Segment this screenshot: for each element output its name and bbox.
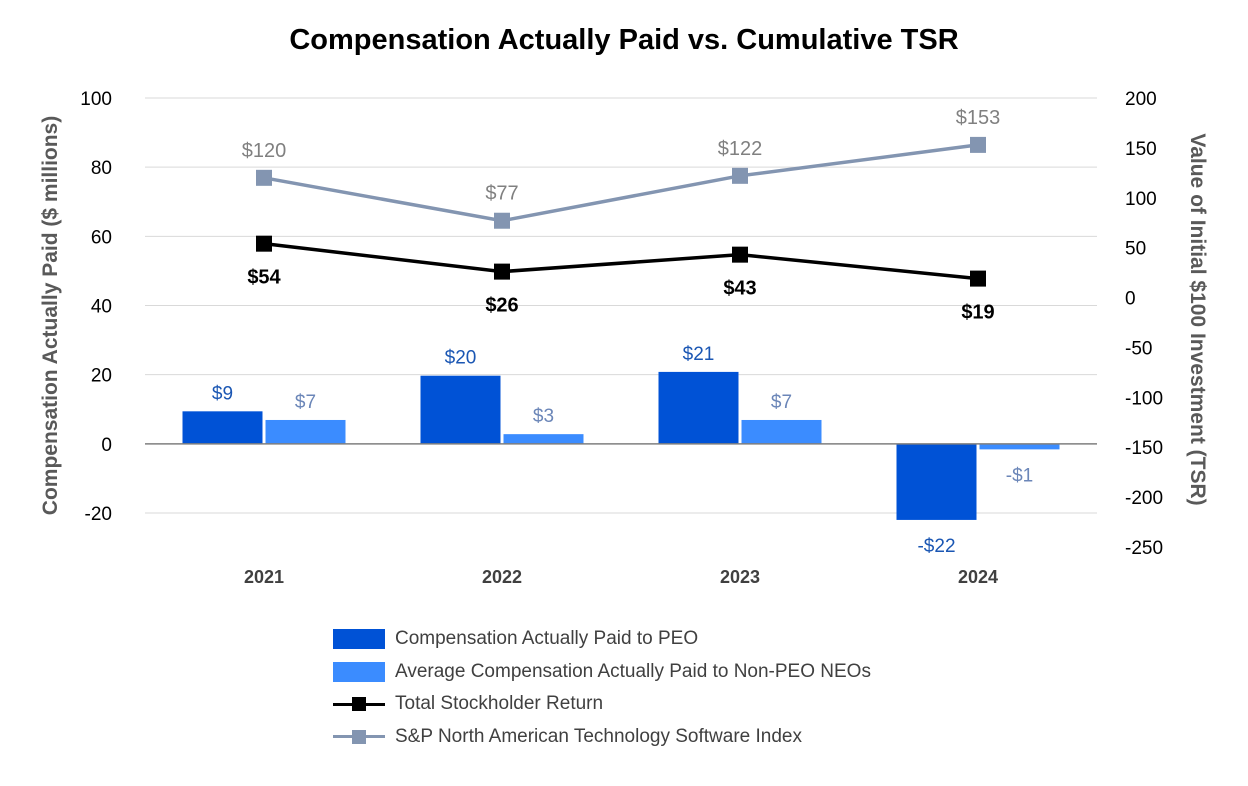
series-marker bbox=[494, 212, 510, 229]
y-tick-label: 40 bbox=[91, 297, 112, 318]
legend-item: Average Compensation Actually Paid to No… bbox=[333, 656, 871, 689]
bar bbox=[896, 443, 977, 520]
bar-data-label: -$1 bbox=[1006, 465, 1033, 486]
legend-label: Average Compensation Actually Paid to No… bbox=[395, 660, 871, 682]
line-data-label: $26 bbox=[485, 295, 518, 317]
y2-tick-label: 50 bbox=[1125, 239, 1146, 260]
y-axis-title: Compensation Actually Paid ($ millions) bbox=[39, 116, 62, 515]
legend-label: Compensation Actually Paid to PEO bbox=[395, 628, 699, 650]
y2-tick-label: -150 bbox=[1125, 438, 1163, 459]
bar-data-label: $20 bbox=[445, 348, 477, 369]
bar-data-label: $9 bbox=[212, 383, 233, 404]
series-marker bbox=[494, 263, 510, 280]
bar bbox=[503, 434, 584, 444]
y2-tick-label: -100 bbox=[1125, 388, 1163, 409]
x-tick-label: 2021 bbox=[244, 567, 284, 587]
y2-tick-label: 200 bbox=[1125, 89, 1157, 110]
chart-title: Compensation Actually Paid vs. Cumulativ… bbox=[289, 24, 959, 56]
y2-axis-title: Value of Initial $100 Investment (TSR) bbox=[1186, 133, 1209, 505]
series-line bbox=[263, 143, 979, 223]
y2-tick-label: -50 bbox=[1125, 338, 1152, 359]
legend-marker bbox=[352, 729, 366, 744]
x-tick-label: 2022 bbox=[482, 567, 522, 587]
bar-data-label: $7 bbox=[295, 392, 316, 413]
bar bbox=[658, 371, 739, 444]
series-marker bbox=[256, 235, 272, 252]
y-tick-label: -20 bbox=[85, 504, 112, 525]
legend-swatch-line bbox=[333, 727, 385, 747]
line-data-label: $153 bbox=[956, 107, 1001, 129]
series-marker bbox=[732, 167, 748, 184]
bar bbox=[420, 375, 501, 444]
x-tick-label: 2024 bbox=[958, 567, 998, 587]
legend-item: S&P North American Technology Software I… bbox=[333, 721, 871, 754]
y-tick-label: 0 bbox=[101, 435, 112, 456]
series-line bbox=[263, 241, 979, 281]
line-data-label: $19 bbox=[961, 302, 994, 324]
legend-swatch-line bbox=[333, 694, 385, 714]
line-data-label: $77 bbox=[485, 183, 518, 205]
legend-swatch-bar bbox=[333, 629, 385, 650]
legend: Compensation Actually Paid to PEO Average… bbox=[333, 623, 871, 753]
series-marker bbox=[970, 270, 986, 287]
line-data-label: $43 bbox=[723, 278, 756, 300]
legend-label: Total Stockholder Return bbox=[395, 693, 604, 715]
legend-marker bbox=[352, 697, 366, 712]
y-tick-label: 60 bbox=[91, 227, 112, 248]
y2-tick-label: 0 bbox=[1125, 289, 1136, 310]
legend-item: Total Stockholder Return bbox=[333, 688, 871, 721]
bar-data-label: $7 bbox=[771, 392, 792, 413]
legend-label: S&P North American Technology Software I… bbox=[395, 725, 802, 747]
line-data-label: $54 bbox=[247, 267, 281, 289]
series-marker bbox=[732, 246, 748, 263]
bar bbox=[182, 411, 263, 444]
bar-data-label: -$22 bbox=[917, 536, 955, 557]
y2-tick-label: -200 bbox=[1125, 488, 1163, 509]
bar bbox=[741, 419, 822, 444]
series-marker bbox=[256, 169, 272, 186]
y-tick-label: 20 bbox=[91, 366, 112, 387]
bar bbox=[265, 419, 346, 444]
bar-data-label: $3 bbox=[533, 406, 554, 427]
legend-item: Compensation Actually Paid to PEO bbox=[333, 623, 871, 656]
x-tick-label: 2023 bbox=[720, 567, 760, 587]
bar bbox=[979, 443, 1060, 450]
series-marker bbox=[970, 136, 986, 153]
y-tick-label: 100 bbox=[80, 89, 112, 110]
y2-tick-label: -250 bbox=[1125, 538, 1163, 559]
legend-swatch-bar bbox=[333, 661, 385, 682]
line-data-label: $120 bbox=[242, 140, 287, 162]
y-tick-label: 80 bbox=[91, 158, 112, 179]
y2-tick-label: 100 bbox=[1125, 189, 1157, 210]
bar-data-label: $21 bbox=[683, 344, 715, 365]
line-data-label: $122 bbox=[718, 138, 763, 160]
y2-tick-label: 150 bbox=[1125, 139, 1157, 160]
